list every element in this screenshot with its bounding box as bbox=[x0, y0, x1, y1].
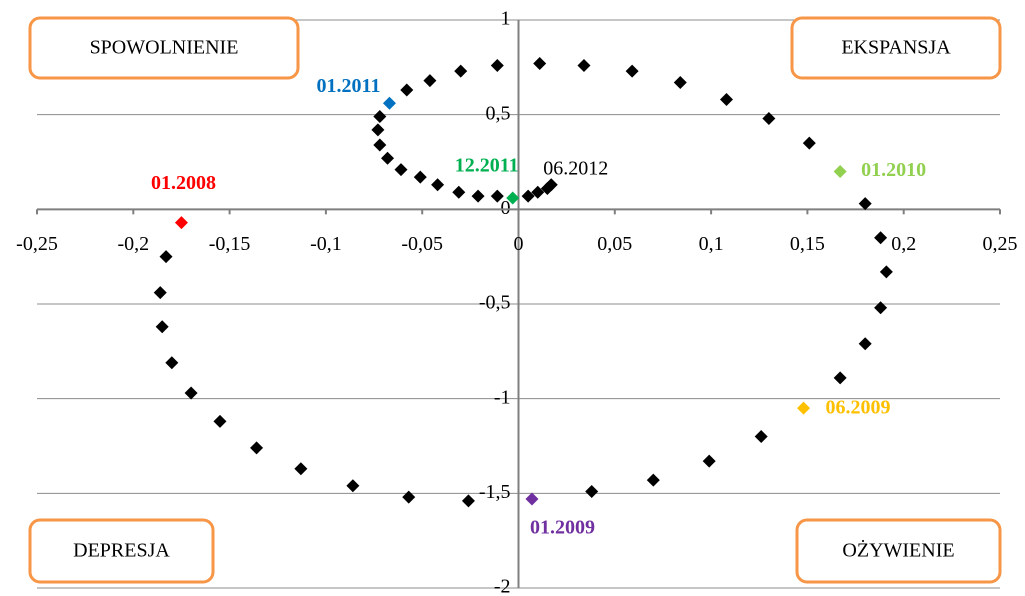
data-point bbox=[381, 151, 395, 165]
data-point bbox=[413, 170, 427, 184]
y-tick-label: 0,5 bbox=[486, 102, 511, 124]
data-point bbox=[371, 123, 385, 137]
quadrant-label: EKSPANSJA bbox=[841, 37, 951, 59]
data-point bbox=[373, 138, 387, 152]
data-point bbox=[802, 136, 816, 150]
data-point bbox=[471, 189, 485, 203]
point-label: 12.2011 bbox=[455, 155, 519, 177]
data-point bbox=[858, 197, 872, 211]
point-label: 01.2011 bbox=[317, 75, 381, 97]
data-point bbox=[762, 111, 776, 125]
data-point bbox=[174, 216, 188, 230]
quadrant-box bbox=[28, 16, 300, 80]
data-point bbox=[879, 265, 893, 279]
data-point bbox=[213, 414, 227, 428]
point-label: 06.2012 bbox=[543, 157, 608, 179]
data-point bbox=[646, 473, 660, 487]
data-point bbox=[797, 401, 811, 415]
data-point bbox=[382, 96, 396, 110]
data-point bbox=[858, 337, 872, 351]
quadrant-box bbox=[28, 518, 215, 584]
data-point bbox=[833, 371, 847, 385]
data-point bbox=[159, 250, 173, 264]
point-label: 01.2008 bbox=[151, 172, 216, 194]
quadrant-label: OŻYWIENIE bbox=[842, 539, 954, 562]
x-tick-label: -0,1 bbox=[310, 233, 342, 255]
point-label: 01.2009 bbox=[530, 517, 595, 539]
data-point bbox=[531, 185, 545, 199]
data-point bbox=[754, 430, 768, 444]
data-point bbox=[346, 479, 360, 493]
point-label: 06.2009 bbox=[826, 397, 891, 419]
data-point bbox=[833, 164, 847, 178]
data-point bbox=[490, 189, 504, 203]
x-tick-label: -0,15 bbox=[209, 233, 251, 255]
x-tick-label: 0,1 bbox=[699, 233, 724, 255]
data-point bbox=[585, 484, 599, 498]
x-tick-label: 0 bbox=[514, 233, 524, 255]
data-point bbox=[874, 231, 888, 245]
data-point bbox=[625, 64, 639, 78]
data-point bbox=[184, 386, 198, 400]
data-point bbox=[423, 74, 437, 88]
data-point bbox=[533, 57, 547, 71]
y-tick-label: -1,5 bbox=[479, 481, 511, 503]
data-point bbox=[702, 454, 716, 468]
x-tick-label: -0,2 bbox=[117, 233, 149, 255]
data-point bbox=[402, 490, 416, 504]
data-point bbox=[490, 58, 504, 72]
data-point bbox=[165, 356, 179, 370]
y-tick-label: 0 bbox=[501, 197, 511, 219]
data-point bbox=[461, 494, 475, 508]
x-tick-label: 0,2 bbox=[891, 233, 916, 255]
data-point bbox=[431, 178, 445, 192]
y-tick-label: -0,5 bbox=[479, 292, 511, 314]
data-point bbox=[521, 189, 535, 203]
data-point bbox=[506, 191, 520, 205]
data-point bbox=[720, 93, 734, 107]
data-point bbox=[250, 441, 264, 455]
x-tick-label: 0,25 bbox=[983, 233, 1018, 255]
data-point bbox=[544, 178, 558, 192]
x-tick-label: 0,05 bbox=[597, 233, 632, 255]
data-point bbox=[294, 462, 308, 476]
data-point bbox=[394, 163, 408, 177]
data-point bbox=[400, 83, 414, 97]
data-point bbox=[673, 75, 687, 89]
y-tick-label: -1 bbox=[494, 386, 511, 408]
data-point bbox=[454, 64, 468, 78]
data-point bbox=[874, 301, 888, 315]
x-tick-label: 0,15 bbox=[790, 233, 825, 255]
data-point bbox=[525, 492, 539, 506]
data-point bbox=[155, 320, 169, 334]
quadrant-label: DEPRESJA bbox=[73, 540, 170, 562]
y-tick-label: 1 bbox=[501, 8, 511, 30]
y-tick-label: -2 bbox=[494, 576, 511, 596]
x-tick-label: -0,05 bbox=[401, 233, 443, 255]
quadrant-box bbox=[795, 518, 1002, 584]
data-point bbox=[577, 58, 591, 72]
x-tick-label: -0,25 bbox=[16, 233, 58, 255]
quadrant-label: SPOWOLNIENIE bbox=[90, 37, 239, 59]
quadrant-box bbox=[790, 16, 1002, 80]
data-point bbox=[452, 185, 466, 199]
data-point bbox=[373, 110, 387, 124]
data-point bbox=[153, 286, 167, 300]
point-label: 01.2010 bbox=[861, 159, 926, 181]
